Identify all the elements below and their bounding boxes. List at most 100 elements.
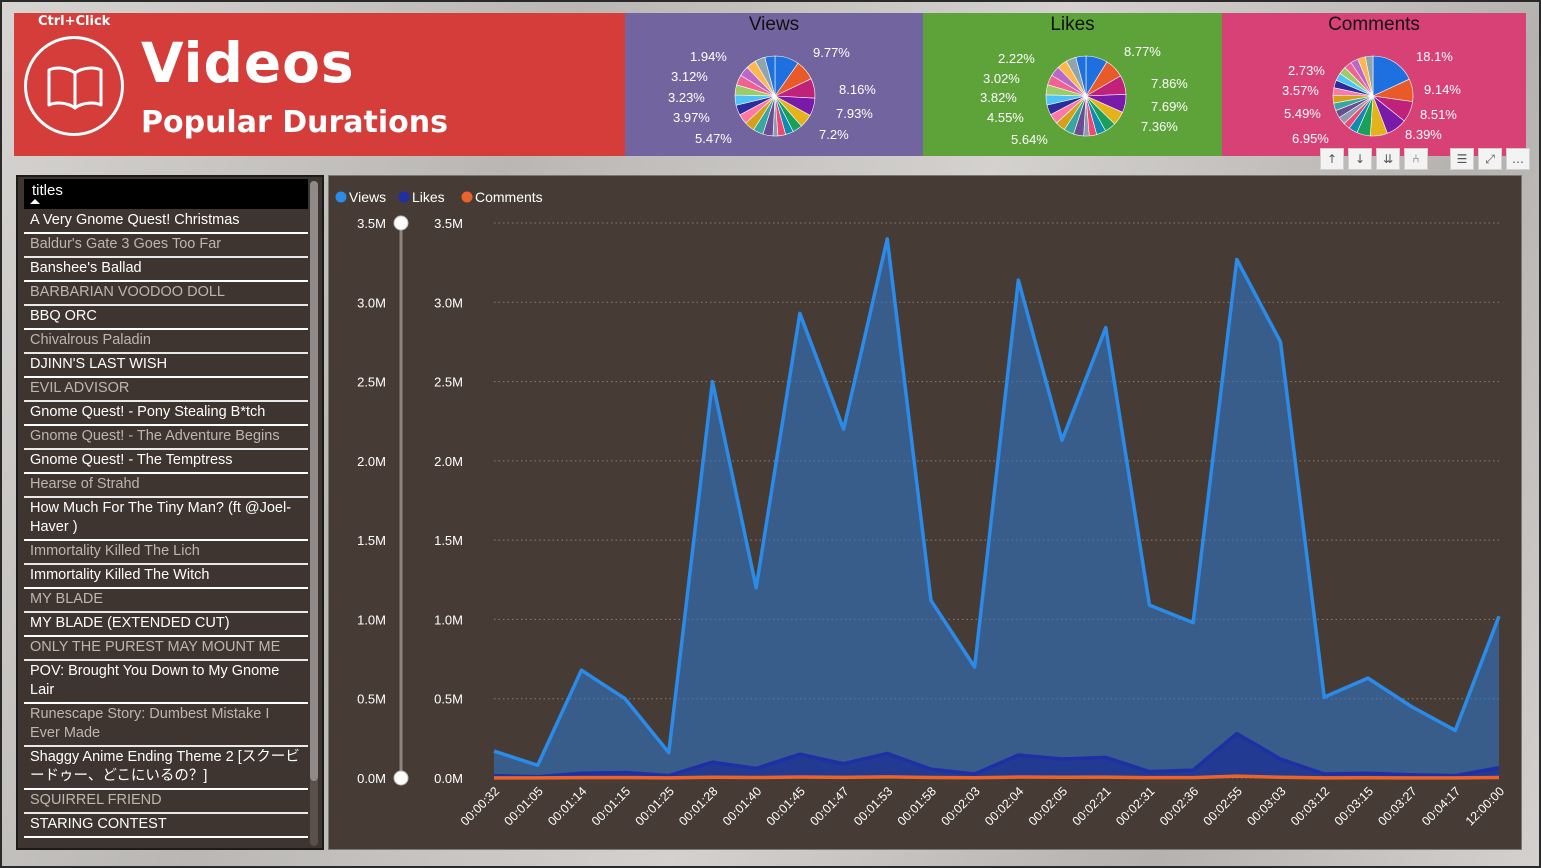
legend-marker[interactable] [335,191,347,203]
x-tick-label: 00:01:28 [676,784,720,828]
likes-pie-label: 5.64% [1011,132,1048,147]
slicer-item[interactable]: Baldur's Gate 3 Goes Too Far [24,234,308,258]
x-tick-label: 00:02:03 [938,784,982,828]
slicer-item[interactable]: BARBARIAN VOODOO DOLL [24,282,308,306]
x-tick-label: 00:02:21 [1070,784,1114,828]
x-tick-label: 00:01:15 [589,784,633,828]
likes-pie-label: 7.36% [1141,119,1178,134]
x-tick-label: 00:02:36 [1157,784,1201,828]
views-pie-label: 7.2% [819,127,849,142]
slicer-item[interactable]: Gnome Quest! - Pony Stealing B*tch [24,402,308,426]
likes-pie-panel[interactable]: Likes 8.77% 7.86% 7.69% 7.36% 5.64% 4.55… [923,13,1222,156]
series-line-views[interactable] [493,237,1501,768]
slicer-item[interactable]: POV: Brought You Down to My Gnome Lair [24,661,308,704]
filter-icon[interactable]: ☰ [1450,148,1474,170]
legend-label[interactable]: Comments [475,189,543,205]
views-pie-label: 7.93% [836,106,873,121]
views-pie-chart[interactable] [730,51,820,141]
x-tick-label: 00:01:14 [545,784,589,828]
x-tick-label: 00:01:58 [895,784,939,828]
views-pie-label: 3.23% [668,90,705,105]
comments-pie-chart[interactable] [1328,51,1418,141]
slicer-item[interactable]: Gnome Quest! - The Temptress [24,450,308,474]
visual-toolbar: ↑ ↓ ⇊ ⑃ ☰ ⤢ … [1320,148,1530,170]
views-pie-label: 3.12% [671,69,708,84]
slicer-item[interactable]: MY BLADE (EXTENDED CUT) [24,613,308,637]
legend-label[interactable]: Likes [412,189,445,205]
comments-pie-label: 2.73% [1288,63,1325,78]
slicer-item[interactable]: DJINN'S LAST WISH [24,354,308,378]
legend-marker[interactable] [461,191,473,203]
more-options-icon[interactable]: … [1506,148,1530,170]
likes-pie-chart[interactable] [1041,51,1131,141]
slicer-item[interactable]: STARING CONTEST [24,814,308,838]
slicer-item[interactable]: EVIL ADVISOR [24,378,308,402]
slicer-header[interactable]: titles [24,179,308,209]
area-chart-visual[interactable]: Views Likes Comments 0.0M 0.0M 0.5M 0.5M 1.0M 1.… [328,175,1522,850]
slicer-scrollbar[interactable] [310,181,318,846]
legend-label[interactable]: Views [349,189,386,205]
views-pie-slice[interactable] [764,55,776,97]
slicer-item[interactable]: A Very Gnome Quest! Christmas [24,210,308,234]
arrow-up-icon[interactable]: ↑ [1320,148,1344,170]
comments-pie-panel[interactable]: Comments 18.1% 9.14% 8.51% 8.39% 6.95% 5… [1222,13,1526,156]
x-tick-label: 00:01:45 [764,784,808,828]
comments-pie-label: 5.49% [1284,106,1321,121]
slicer-item[interactable]: Gnome Quest! - The Adventure Begins [24,426,308,450]
book-icon[interactable] [24,36,124,136]
area-chart[interactable]: Views Likes Comments 0.0M 0.0M 0.5M 0.5M 1.0M 1.… [329,176,1523,851]
y-tick-label: 3.0M [434,295,463,310]
x-tick-label: 00:01:47 [807,784,851,828]
x-tick-label: 00:02:04 [982,784,1026,828]
slicer-item[interactable]: SQUIRREL FRIEND [24,790,308,814]
zoom-slider-tick-label: 1.0M [357,612,386,627]
likes-pie-slice[interactable] [1075,55,1087,97]
slicer-item[interactable]: Runescape Story: Dumbest Mistake I Ever … [24,704,308,747]
views-pie-label: 9.77% [813,45,850,60]
zoom-slider-tick-label: 0.0M [357,771,386,786]
likes-pie-title: Likes [1050,14,1095,35]
sort-ascending-icon[interactable] [30,199,40,204]
comments-pie-slice[interactable] [1372,55,1410,97]
series-line-comments[interactable] [493,774,1500,780]
y-tick-label: 1.0M [434,612,463,627]
slicer-item[interactable]: Shaggy Anime Ending Theme 2 [スクービードゥー、どこ… [24,747,308,790]
views-pie-label: 3.97% [673,110,710,125]
titles-slicer: titles A Very Gnome Quest! Christmas Bald… [16,175,324,850]
slicer-item[interactable]: Immortality Killed The Lich [24,541,308,565]
likes-pie-label: 4.55% [987,110,1024,125]
slicer-item[interactable]: How Much For The Tiny Man? (ft @Joel-Hav… [24,498,308,541]
brand-banner: Ctrl+Click Videos Popular Durations [14,13,625,156]
legend-marker[interactable] [398,191,410,203]
slicer-item[interactable]: ONLY THE PUREST MAY MOUNT ME [24,637,308,661]
zoom-slider-tick-label: 3.5M [357,216,386,231]
views-pie-label: 1.94% [690,49,727,64]
views-pie-panel[interactable]: Views 9.77% 8.16% 7.93% 7.2% 5.47% 3.97%… [625,13,923,156]
zoom-slider-handle[interactable] [393,215,409,231]
comments-pie-slice[interactable] [1364,55,1374,97]
slicer-scrollbar-thumb[interactable] [310,181,318,781]
focus-mode-icon[interactable]: ⤢ [1478,148,1502,170]
x-tick-label: 00:03:12 [1288,784,1332,828]
y-tick-label: 0.5M [434,692,463,707]
double-arrow-down-icon[interactable]: ⇊ [1376,148,1400,170]
slicer-item[interactable]: BBQ ORC [24,306,308,330]
y-tick-label: 2.0M [434,454,463,469]
y-tick-label: 3.5M [434,216,463,231]
likes-pie-label: 2.22% [998,51,1035,66]
y-tick-label: 1.5M [434,533,463,548]
arrow-down-icon[interactable]: ↓ [1348,148,1372,170]
x-tick-label: 00:03:03 [1244,784,1288,828]
x-tick-label: 00:04:17 [1419,784,1463,828]
slicer-item[interactable]: Chivalrous Paladin [24,330,308,354]
expand-hierarchy-icon[interactable]: ⑃ [1404,148,1428,170]
zoom-slider-handle[interactable] [393,770,409,786]
series-line-likes[interactable] [493,731,1500,779]
slicer-item[interactable]: Immortality Killed The Witch [24,565,308,589]
slicer-item[interactable]: MY BLADE [24,589,308,613]
slicer-item[interactable]: Banshee's Ballad [24,258,308,282]
slicer-item[interactable]: Hearse of Strahd [24,474,308,498]
x-tick-label: 00:01:05 [502,784,546,828]
series-area-views[interactable] [494,238,1499,778]
zoom-slider-tick-label: 1.5M [357,533,386,548]
